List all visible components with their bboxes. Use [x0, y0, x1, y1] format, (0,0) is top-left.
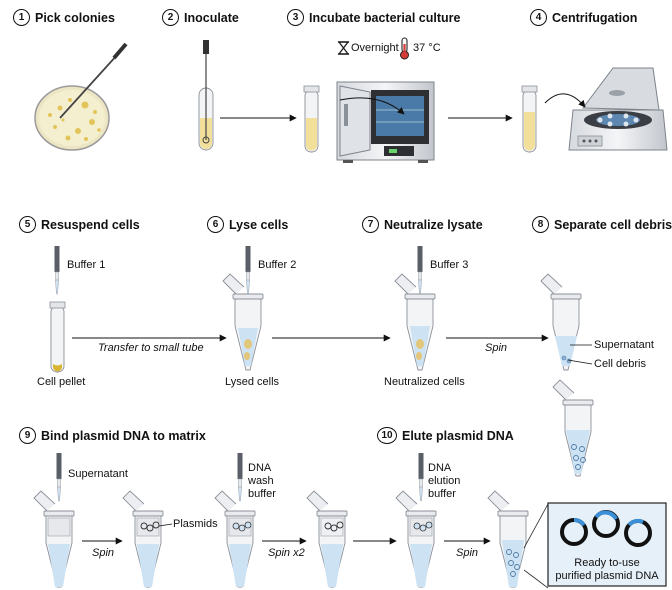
step-9-wash-tube [214, 452, 256, 588]
step-2-title: Inoculate [184, 11, 239, 25]
step-6-number: 6 [207, 216, 224, 233]
step-10-number: 10 [377, 427, 397, 444]
elution-buffer-line-3: buffer [428, 488, 456, 500]
supernatant-row3-label: Supernatant [68, 468, 128, 480]
spin-arrow-label-row3b: Spin [456, 547, 479, 559]
transfer-arrow-label: Transfer to small tube [98, 342, 204, 354]
step-5-title: Resuspend cells [41, 218, 140, 232]
step-7-title: Neutralize lysate [384, 218, 483, 232]
lysed-cells-label: Lysed cells [225, 376, 280, 388]
purified-dna-box [547, 502, 667, 587]
step-7-number: 7 [362, 216, 379, 233]
step-2-culture-tube [198, 40, 214, 151]
step-9-plasmids-tube [122, 490, 173, 588]
ready-to-use-line-1: Ready to-use [574, 557, 640, 569]
step-10-title: Elute plasmid DNA [402, 429, 514, 443]
step-1-petri-dish [34, 42, 128, 151]
step-8-number: 8 [532, 216, 549, 233]
step-2-number: 2 [162, 9, 179, 26]
step-4-title: Centrifugation [552, 11, 638, 25]
cell-debris-label: Cell debris [594, 358, 646, 370]
supernatant-label: Supernatant [594, 339, 654, 351]
elution-buffer-line-1: DNA [428, 462, 452, 474]
wash-buffer-line-2: wash [248, 475, 274, 487]
buffer-1-label: Buffer 1 [67, 259, 106, 271]
plasmids-label: Plasmids [173, 518, 218, 530]
step-8-separate [540, 273, 593, 371]
step-10-elute [395, 452, 437, 588]
step-9-number: 9 [19, 427, 36, 444]
neutralized-cells-label: Neutralized cells [384, 376, 465, 388]
step-3-title: Incubate bacterial culture [309, 11, 461, 25]
step-3-tube-incubator [303, 81, 435, 163]
step-4-centrifuge [521, 67, 668, 153]
step-5-number: 5 [19, 216, 36, 233]
step-9-bind [33, 452, 75, 588]
ready-to-use-line-2: purified plasmid DNA [555, 570, 659, 582]
step-3-number: 3 [287, 9, 304, 26]
step-1-title: Pick colonies [35, 11, 115, 25]
thermometer-icon [400, 37, 409, 60]
elution-buffer-line-2: elution [428, 475, 461, 487]
step-10-eluted-tube [487, 490, 549, 589]
step-5-resuspend [49, 245, 66, 373]
buffer-3-label: Buffer 3 [430, 259, 469, 271]
step-8-supernatant-tube [552, 379, 594, 477]
step-1-number: 1 [13, 9, 30, 26]
spin-arrow-label-row3a: Spin [92, 547, 115, 559]
wash-buffer-line-1: DNA [248, 462, 272, 474]
step-8-title: Separate cell debris [554, 218, 672, 232]
spin-x2-arrow-label: Spin x2 [268, 547, 305, 559]
spin-arrow-label-row2: Spin [485, 342, 508, 354]
step-7-neutralize [394, 245, 436, 371]
wash-buffer-line-3: buffer [248, 488, 276, 500]
step-9-title: Bind plasmid DNA to matrix [41, 429, 206, 443]
step-9-washed-tube [306, 490, 348, 588]
cell-pellet-label: Cell pellet [37, 376, 86, 388]
hourglass-icon [337, 41, 350, 55]
step-6-title: Lyse cells [229, 218, 289, 232]
step-6-lyse [222, 245, 264, 371]
step-4-number: 4 [530, 9, 547, 26]
incubation-time: Overnight [351, 42, 399, 54]
buffer-2-label: Buffer 2 [258, 259, 297, 271]
incubation-temperature: 37 °C [413, 42, 441, 54]
